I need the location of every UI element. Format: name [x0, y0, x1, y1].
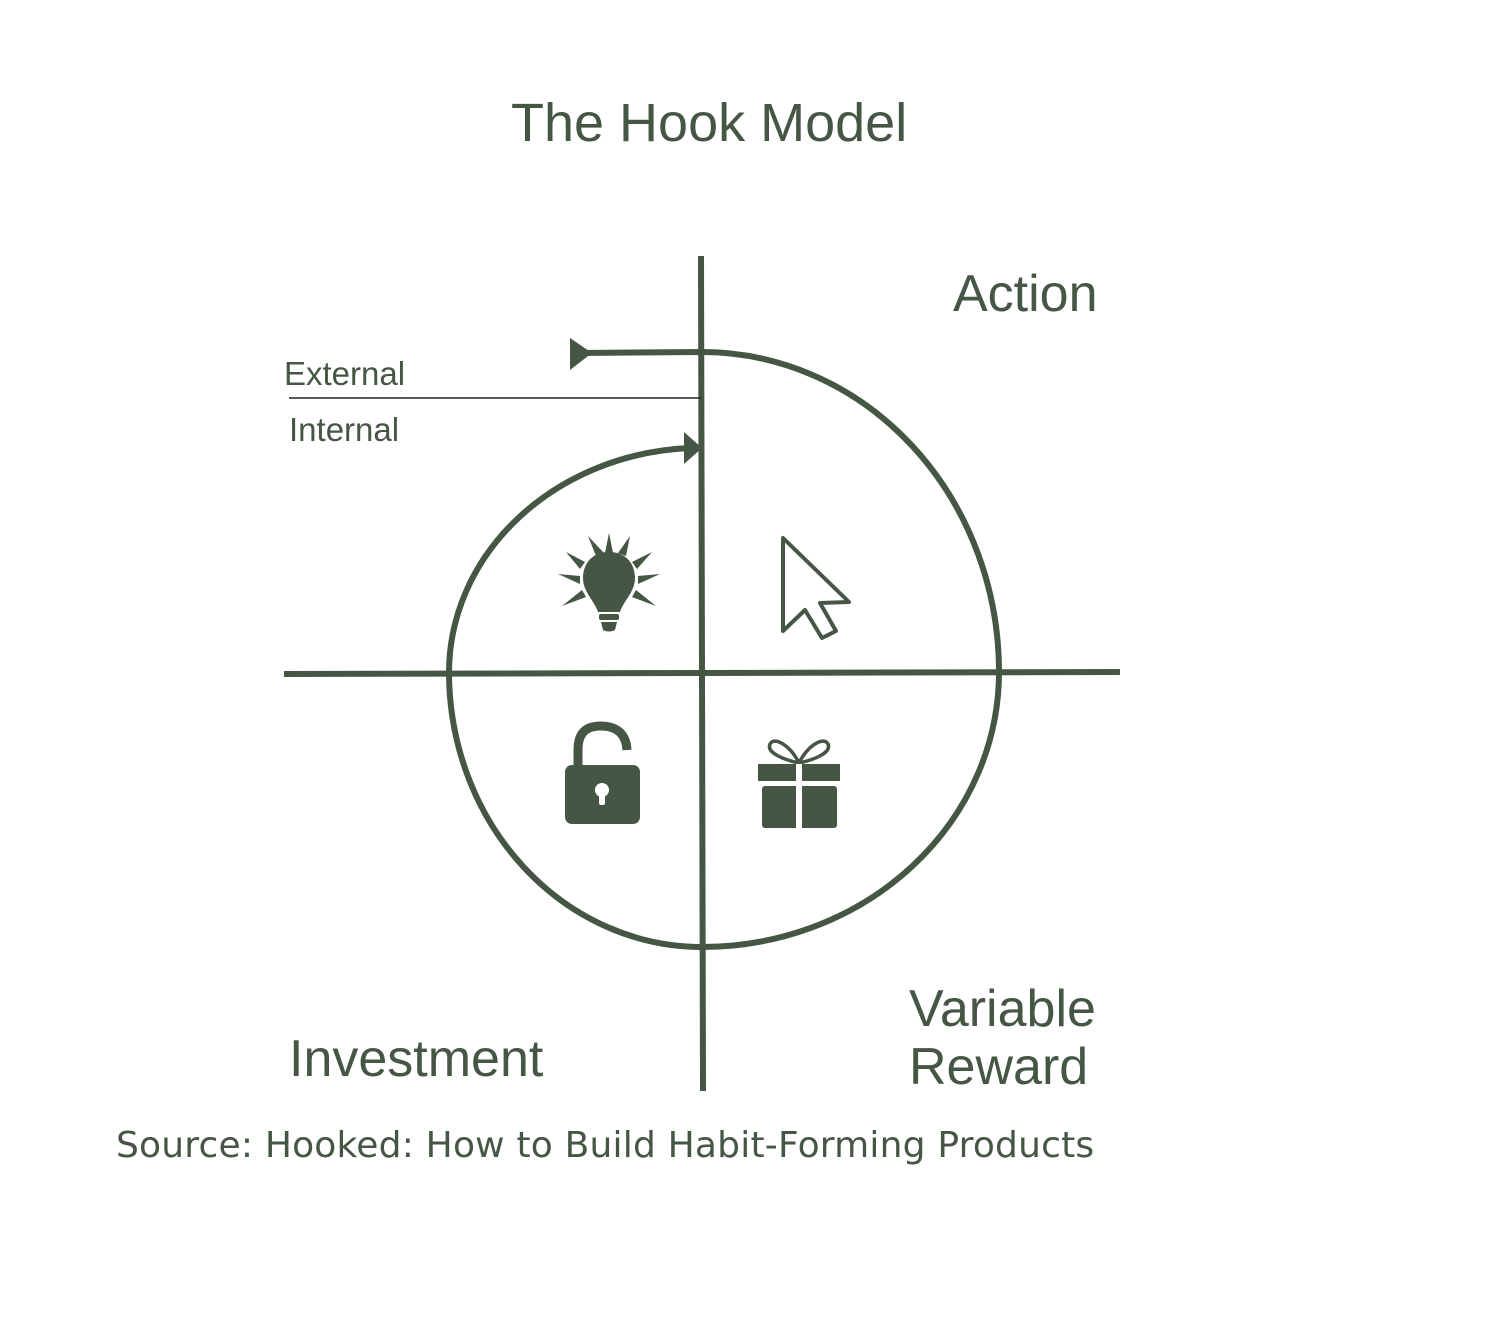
- hook-loop-outer: [446, 671, 1002, 951]
- horizontal-axis: [283, 669, 1121, 677]
- external-trigger-path: [579, 348, 1002, 673]
- internal-trigger-path: [446, 445, 691, 673]
- trigger-label-internal: Internal: [289, 411, 400, 448]
- phase-label-action: Action: [953, 265, 1098, 323]
- internal-trigger-arrowhead: [684, 432, 702, 464]
- external-trigger-arrowhead: [570, 338, 592, 370]
- gift-icon: [758, 739, 840, 828]
- source-caption: Source: Hooked: How to Build Habit-Formi…: [116, 1125, 1095, 1166]
- trigger-label-external: External: [284, 355, 406, 392]
- phase-label-variable-reward: Variable Reward: [909, 980, 1096, 1096]
- variable-reward-line-1: Variable: [909, 980, 1096, 1038]
- lightbulb-icon: [558, 533, 660, 632]
- phase-label-investment: Investment: [289, 1030, 544, 1088]
- variable-reward-line-2: Reward: [909, 1038, 1089, 1096]
- padlock-icon: [565, 721, 640, 824]
- diagram-title: The Hook Model: [511, 93, 908, 153]
- cursor-arrow-icon: [781, 536, 851, 640]
